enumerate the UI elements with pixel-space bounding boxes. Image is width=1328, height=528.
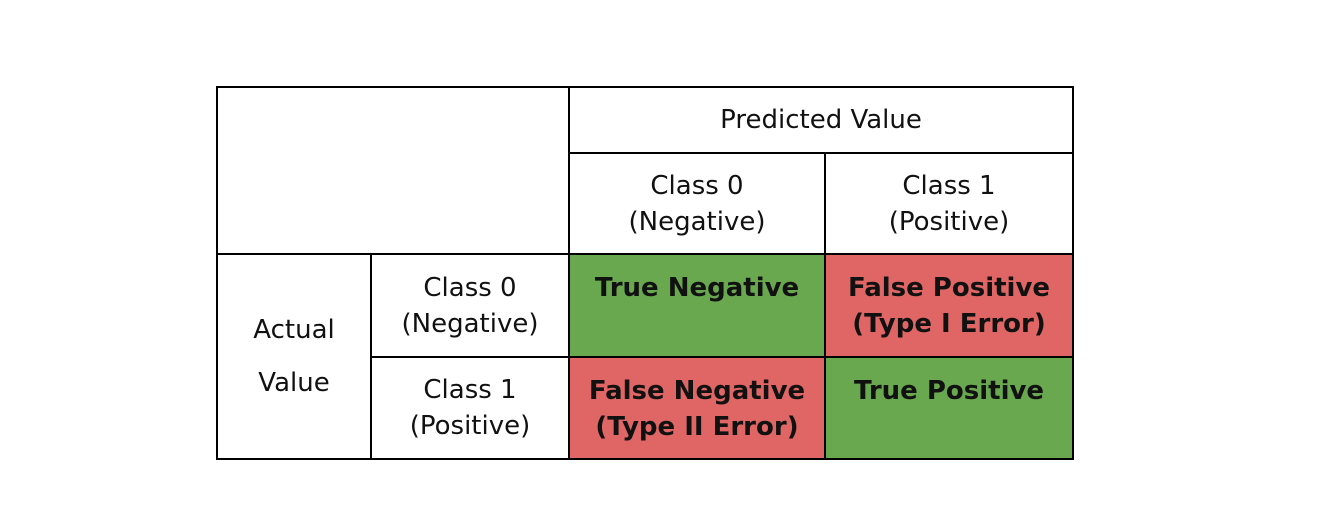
true-negative-cell: True Negative [569,254,825,357]
false-negative-cell: False Negative (Type II Error) [569,357,825,459]
predicted-class-1-header: Class 1 (Positive) [825,153,1073,254]
divider-rows [370,356,1074,358]
predicted-class-0-sublabel: (Negative) [628,206,766,237]
predicted-class-0-label: Class 0 [650,170,744,201]
predicted-class-1-sublabel: (Positive) [888,206,1010,237]
outer-border-bottom [216,458,1074,460]
divider-predicted-classes [824,152,826,460]
true-positive-label: True Positive [853,376,1045,406]
predicted-class-0-header: Class 0 (Negative) [569,153,825,254]
actual-class-0-label: Class 0 [423,272,517,303]
predicted-class-1-label: Class 1 [902,170,996,201]
outer-border-top [216,86,1074,88]
actual-value-header: Actual Value [217,254,371,459]
actual-class-1-label: Class 1 [423,375,517,405]
false-positive-cell: False Positive (Type I Error) [825,254,1073,357]
false-negative-label: False Negative [588,376,806,406]
actual-value-label-line-2: Value [258,367,330,398]
actual-class-0-header: Class 0 (Negative) [371,254,569,357]
actual-value-label-line-1: Actual [253,314,335,345]
actual-class-1-sublabel: (Positive) [409,411,531,441]
divider-actual-column [370,253,372,460]
false-positive-label: False Positive [847,273,1051,303]
actual-class-0-sublabel: (Negative) [401,308,539,339]
actual-class-1-header: Class 1 (Positive) [371,357,569,459]
true-negative-label: True Negative [594,273,800,303]
predicted-value-label: Predicted Value [720,105,922,135]
divider-header-top [568,152,1074,154]
outer-border-right [1072,86,1074,460]
outer-border-left [216,86,218,460]
false-positive-sublabel: (Type I Error) [852,309,1046,339]
predicted-value-header: Predicted Value [569,87,1073,153]
divider-header-bottom [216,253,1074,255]
false-negative-sublabel: (Type II Error) [595,412,799,442]
true-positive-cell: True Positive [825,357,1073,459]
divider-predicted-column [568,86,570,460]
empty-corner-cell [217,87,569,254]
